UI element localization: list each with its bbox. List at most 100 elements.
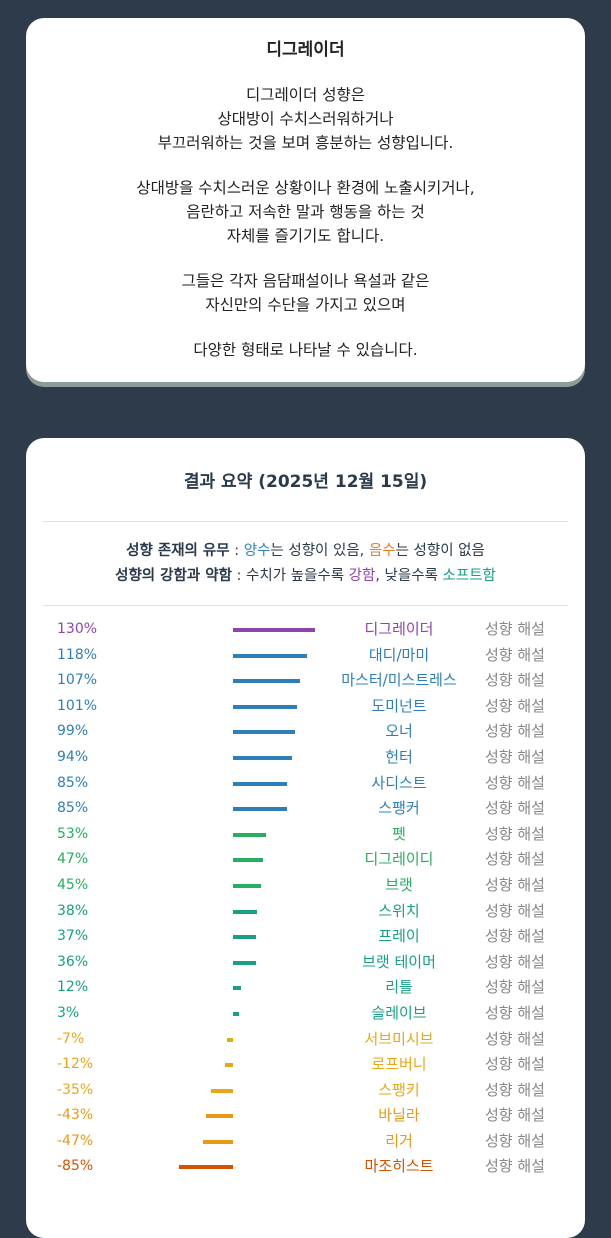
result-percent: 3% xyxy=(57,1004,80,1021)
interpretation-link[interactable]: 성향 해설 xyxy=(485,671,545,690)
result-bar xyxy=(233,704,297,709)
description-paragraph-2: 상대방을 수치스러운 상황이나 환경에 노출시키거나, 음란하고 저속한 말과 … xyxy=(26,176,585,248)
result-name: 브랫 테이머 xyxy=(362,952,436,971)
result-row: 37% 프레이 성향 해설 xyxy=(26,925,585,951)
interpretation-link[interactable]: 성향 해설 xyxy=(485,773,545,792)
result-name: 바닐라 xyxy=(378,1106,420,1125)
result-name: 마스터/미스트레스 xyxy=(341,671,457,690)
result-row: -47% 리거 성향 해설 xyxy=(26,1130,585,1156)
interpretation-link[interactable]: 성향 해설 xyxy=(485,1080,545,1099)
result-name: 도미넌트 xyxy=(371,696,427,715)
result-name: 서브미시브 xyxy=(364,1029,434,1048)
interpretation-link[interactable]: 성향 해설 xyxy=(485,1029,545,1048)
result-name: 헌터 xyxy=(385,747,413,766)
interpretation-link[interactable]: 성향 해설 xyxy=(485,799,545,818)
result-bar xyxy=(233,1011,239,1016)
legend-positive: 양수 xyxy=(243,543,271,559)
result-bar xyxy=(233,832,267,837)
result-percent: 47% xyxy=(57,851,89,868)
result-row: 130% 디그레이더 성향 해설 xyxy=(26,618,585,644)
description-line: 그들은 각자 음담패설이나 욕설과 같은 xyxy=(181,272,430,290)
legend-text: : 수치가 높을수록 xyxy=(231,568,349,584)
description-line: 상대방이 수치스러워하거나 xyxy=(217,110,394,128)
result-row: 94% 헌터 성향 해설 xyxy=(26,746,585,772)
result-name: 스팽커 xyxy=(378,799,420,818)
result-name: 리거 xyxy=(385,1131,413,1150)
interpretation-link[interactable]: 성향 해설 xyxy=(485,901,545,920)
interpretation-link[interactable]: 성향 해설 xyxy=(485,927,545,946)
result-row: 107% 마스터/미스트레스 성향 해설 xyxy=(26,669,585,695)
result-bar xyxy=(233,960,256,965)
divider xyxy=(43,605,568,606)
result-list: 130% 디그레이더 성향 해설 118% 대디/마미 성향 해설 107% 마스터/미스트레… xyxy=(26,618,585,1181)
interpretation-link[interactable]: 성향 해설 xyxy=(485,850,545,869)
result-bar xyxy=(233,883,262,888)
result-name: 디그레이디 xyxy=(364,850,434,869)
interpretation-link[interactable]: 성향 해설 xyxy=(485,620,545,638)
legend-label: 성향의 강함과 약함 xyxy=(115,568,232,584)
interpretation-link[interactable]: 성향 해설 xyxy=(485,645,545,664)
result-row: -43% 바닐라 성향 해설 xyxy=(26,1104,585,1130)
result-percent: 85% xyxy=(57,800,89,817)
interpretation-link[interactable]: 성향 해설 xyxy=(485,875,545,894)
interpretation-link[interactable]: 성향 해설 xyxy=(485,824,545,843)
result-bar xyxy=(233,986,241,991)
result-name: 대디/마미 xyxy=(368,645,430,664)
result-bar xyxy=(233,858,263,863)
description-paragraph-1: 디그레이더 성향은 상대방이 수치스러워하거나 부끄러워하는 것을 보며 흥분하… xyxy=(26,83,585,155)
result-row: 36% 브랫 테이머 성향 해설 xyxy=(26,951,585,977)
result-name: 스팽키 xyxy=(378,1080,420,1099)
interpretation-link[interactable]: 성향 해설 xyxy=(485,978,545,997)
result-row: 45% 브랫 성향 해설 xyxy=(26,874,585,900)
result-name: 슬레이브 xyxy=(371,1003,427,1022)
interpretation-link[interactable]: 성향 해설 xyxy=(485,1131,545,1150)
description-line: 자신만의 수단을 가지고 있으며 xyxy=(205,296,406,314)
card-title: 디그레이더 xyxy=(266,40,345,60)
result-row: 99% 오너 성향 해설 xyxy=(26,720,585,746)
legend-line-strength: 성향의 강함과 약함 : 수치가 높을수록 강함, 낮을수록 소프트함 xyxy=(26,564,585,589)
legend-text: 는 성향이 없음 xyxy=(395,543,485,559)
result-bar xyxy=(179,1165,233,1170)
result-name: 오너 xyxy=(385,722,413,741)
description-paragraph-3: 그들은 각자 음담패설이나 욕설과 같은 자신만의 수단을 가지고 있으며 xyxy=(26,269,585,317)
description-line: 부끄러워하는 것을 보며 흥분하는 성향입니다. xyxy=(157,134,454,152)
result-percent: 38% xyxy=(57,902,89,919)
interpretation-link[interactable]: 성향 해설 xyxy=(485,1157,545,1176)
result-name: 브랫 xyxy=(385,875,413,894)
result-percent: 118% xyxy=(57,646,98,663)
interpretation-link[interactable]: 성향 해설 xyxy=(485,747,545,766)
result-name: 로프버니 xyxy=(371,1055,427,1074)
result-bar xyxy=(233,730,296,735)
interpretation-link[interactable]: 성향 해설 xyxy=(485,722,545,741)
legend-line-existence: 성향 존재의 유무 : 양수는 성향이 있음, 음수는 성향이 없음 xyxy=(26,539,585,564)
result-bar xyxy=(233,755,293,760)
result-row: 101% 도미넌트 성향 해설 xyxy=(26,695,585,721)
result-bar xyxy=(205,1114,233,1119)
result-row: 85% 사디스트 성향 해설 xyxy=(26,772,585,798)
result-percent: 85% xyxy=(57,774,89,791)
result-row: 118% 대디/마미 성향 해설 xyxy=(26,644,585,670)
result-bar xyxy=(233,653,308,658)
result-row: 85% 스팽커 성향 해설 xyxy=(26,797,585,823)
legend-text: , 낮을수록 xyxy=(375,568,443,584)
interpretation-link[interactable]: 성향 해설 xyxy=(485,952,545,971)
result-bar xyxy=(233,909,257,914)
result-percent: -7% xyxy=(57,1030,85,1047)
result-name: 사디스트 xyxy=(371,773,427,792)
interpretation-link[interactable]: 성향 해설 xyxy=(485,1055,545,1074)
result-percent: -85% xyxy=(57,1158,94,1175)
legend-soft: 소프트함 xyxy=(442,568,496,584)
result-bar xyxy=(233,628,315,632)
result-bar xyxy=(233,679,301,684)
description-line: 음란하고 저속한 말과 행동을 하는 것 xyxy=(186,203,425,221)
description-line: 자체를 즐기기도 합니다. xyxy=(226,227,385,245)
result-name: 디그레이더 xyxy=(364,620,434,638)
result-bar xyxy=(210,1088,233,1093)
interpretation-link[interactable]: 성향 해설 xyxy=(485,1106,545,1125)
interpretation-link[interactable]: 성향 해설 xyxy=(485,1003,545,1022)
interpretation-link[interactable]: 성향 해설 xyxy=(485,696,545,715)
result-percent: 99% xyxy=(57,723,89,740)
result-name: 마조히스트 xyxy=(364,1157,434,1176)
result-row: 53% 펫 성향 해설 xyxy=(26,823,585,849)
result-percent: 12% xyxy=(57,979,89,996)
